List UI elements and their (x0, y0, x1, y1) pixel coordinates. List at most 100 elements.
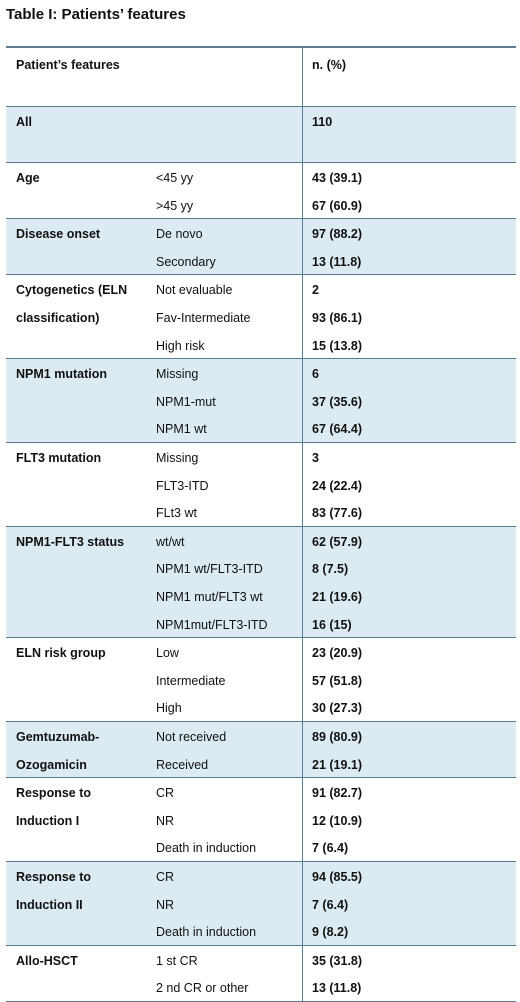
feature-category: High (156, 701, 182, 716)
feature-value: 2 (312, 283, 319, 298)
feature-value: 3 (312, 451, 319, 465)
feature-category: >45 yy (156, 198, 194, 213)
feature-category: 1 st CR (156, 953, 198, 968)
feature-category: High risk (156, 338, 205, 353)
feature-value: 30 (27.3) (312, 701, 363, 716)
feature-value: 91 (82.7) (312, 786, 363, 801)
feature-category: Received (156, 757, 209, 772)
group-rule (6, 721, 516, 722)
feature-category: Not received (156, 730, 227, 744)
feature-label: Allo-HSCT (16, 953, 78, 968)
feature-category: Low (156, 646, 179, 661)
group-rule (6, 637, 516, 639)
feature-value: 7 (6.4) (312, 897, 349, 912)
table-group: Response to Induction I CR 91 (82.7) NR 12 (1… (6, 778, 516, 861)
table-group: ELN risk group Low 23 (20.9) Intermediate 57… (6, 638, 516, 721)
feature-category: wt/wt (156, 534, 185, 549)
feature-category: Secondary (156, 254, 216, 269)
feature-category: CR (156, 786, 175, 801)
table-group: Cytogenetics (ELN classification) Not eval… (6, 275, 516, 358)
feature-category: Death in induction (156, 841, 257, 856)
feature-value: 9 (8.2) (312, 925, 349, 940)
feature-category: Missing (156, 367, 199, 382)
feature-category: Not evaluable (156, 283, 233, 298)
feature-value: 83 (77.6) (312, 506, 363, 521)
group-rule (6, 162, 516, 163)
feature-value: 94 (85.5) (312, 870, 363, 884)
feature-label: FLT3 mutation (16, 451, 102, 465)
table-group: Allo-HSCT 1 st CR 35 (31.8) 2 nd CR or othe… (6, 946, 516, 1001)
table-title: Table I: Patients’ features (6, 6, 186, 23)
feature-value: 97 (88.2) (312, 227, 363, 242)
feature-value: 43 (39.1) (312, 171, 363, 185)
table-group: NPM1-FLT3 status wt/wt 62 (57.9) NPM1 wt/FL… (6, 526, 516, 638)
table-group: Response to Induction II CR 94 (85.5) NR 7 (6… (6, 862, 516, 945)
feature-value: 15 (13.8) (312, 338, 363, 353)
feature-value: 67 (60.9) (312, 198, 363, 213)
feature-category: <45 yy (156, 171, 194, 185)
feature-label: Age (16, 171, 40, 185)
feature-value: 21 (19.1) (312, 757, 363, 772)
feature-category: FLt3 wt (156, 506, 197, 521)
header-n-percent: n. (%) (312, 58, 347, 72)
group-rule (6, 358, 516, 360)
feature-label: Disease onset (16, 227, 101, 242)
group-rule (6, 944, 516, 946)
table-group: All 110 (6, 107, 516, 162)
feature-value: 24 (22.4) (312, 478, 363, 493)
feature-category: Fav-Intermediate (156, 310, 251, 325)
feature-label: Induction II (16, 897, 83, 912)
feature-category: NPM1 wt (156, 422, 207, 437)
feature-value: 93 (86.1) (312, 310, 363, 325)
feature-category: NPM1mut/FLT3-ITD (156, 617, 268, 632)
feature-label: Gemtuzumab- (16, 730, 100, 744)
group-rule (6, 274, 516, 276)
table-group: Disease onset De novo 97 (88.2) Secondary 13… (6, 219, 516, 275)
feature-value: 35 (31.8) (312, 953, 363, 968)
feature-category: NPM1-mut (156, 394, 216, 409)
feature-label: classification) (16, 310, 100, 325)
feature-value: 12 (10.9) (312, 813, 363, 828)
table-group: FLT3 mutation Missing 3 FLT3-ITD 24 (22.4) FL… (6, 443, 516, 526)
feature-category: FLT3-ITD (156, 478, 209, 493)
feature-label: All (16, 115, 32, 129)
feature-value: 62 (57.9) (312, 534, 363, 549)
group-rule (6, 442, 516, 443)
feature-category: NPM1 wt/FLT3-ITD (156, 562, 263, 577)
feature-value: 6 (312, 367, 319, 382)
feature-category: Missing (156, 451, 199, 465)
feature-value: 57 (51.8) (312, 673, 363, 688)
feature-value: 21 (19.6) (312, 589, 363, 604)
feature-label: NPM1-FLT3 status (16, 534, 125, 549)
feature-value: 67 (64.4) (312, 422, 363, 437)
group-rule (6, 777, 516, 779)
table-group: Age <45 yy 43 (39.1) >45 yy 67 (60.9) (6, 163, 516, 218)
table-top-rule (6, 46, 516, 48)
feature-label: Response to (16, 786, 92, 801)
feature-value: 16 (15) (312, 617, 352, 632)
feature-category: NR (156, 897, 175, 912)
feature-value: 13 (11.8) (312, 254, 362, 269)
feature-category: Intermediate (156, 673, 226, 688)
feature-category: CR (156, 870, 175, 884)
feature-category: Death in induction (156, 925, 257, 940)
feature-category: NPM1 mut/FLT3 wt (156, 589, 263, 604)
feature-value: 23 (20.9) (312, 646, 363, 661)
group-rule (6, 525, 516, 527)
feature-label: Cytogenetics (ELN (16, 283, 128, 298)
feature-label: ELN risk group (16, 646, 106, 661)
feature-label: Response to (16, 870, 92, 884)
group-rule (6, 861, 516, 862)
header-patient-features: Patient’s features (16, 58, 120, 72)
table-group: NPM1 mutation Missing 6 NPM1-mut 37 (35.6) NP… (6, 359, 516, 442)
feature-value: 7 (6.4) (312, 841, 349, 856)
header-rule (6, 106, 516, 107)
feature-value: 89 (80.9) (312, 730, 363, 744)
feature-value: 110 (312, 115, 333, 129)
feature-category: De novo (156, 227, 203, 242)
feature-category: NR (156, 813, 175, 828)
feature-label: Ozogamicin (16, 757, 87, 772)
feature-label: Induction I (16, 813, 80, 828)
feature-label: NPM1 mutation (16, 367, 107, 382)
feature-value: 13 (11.8) (312, 981, 362, 996)
